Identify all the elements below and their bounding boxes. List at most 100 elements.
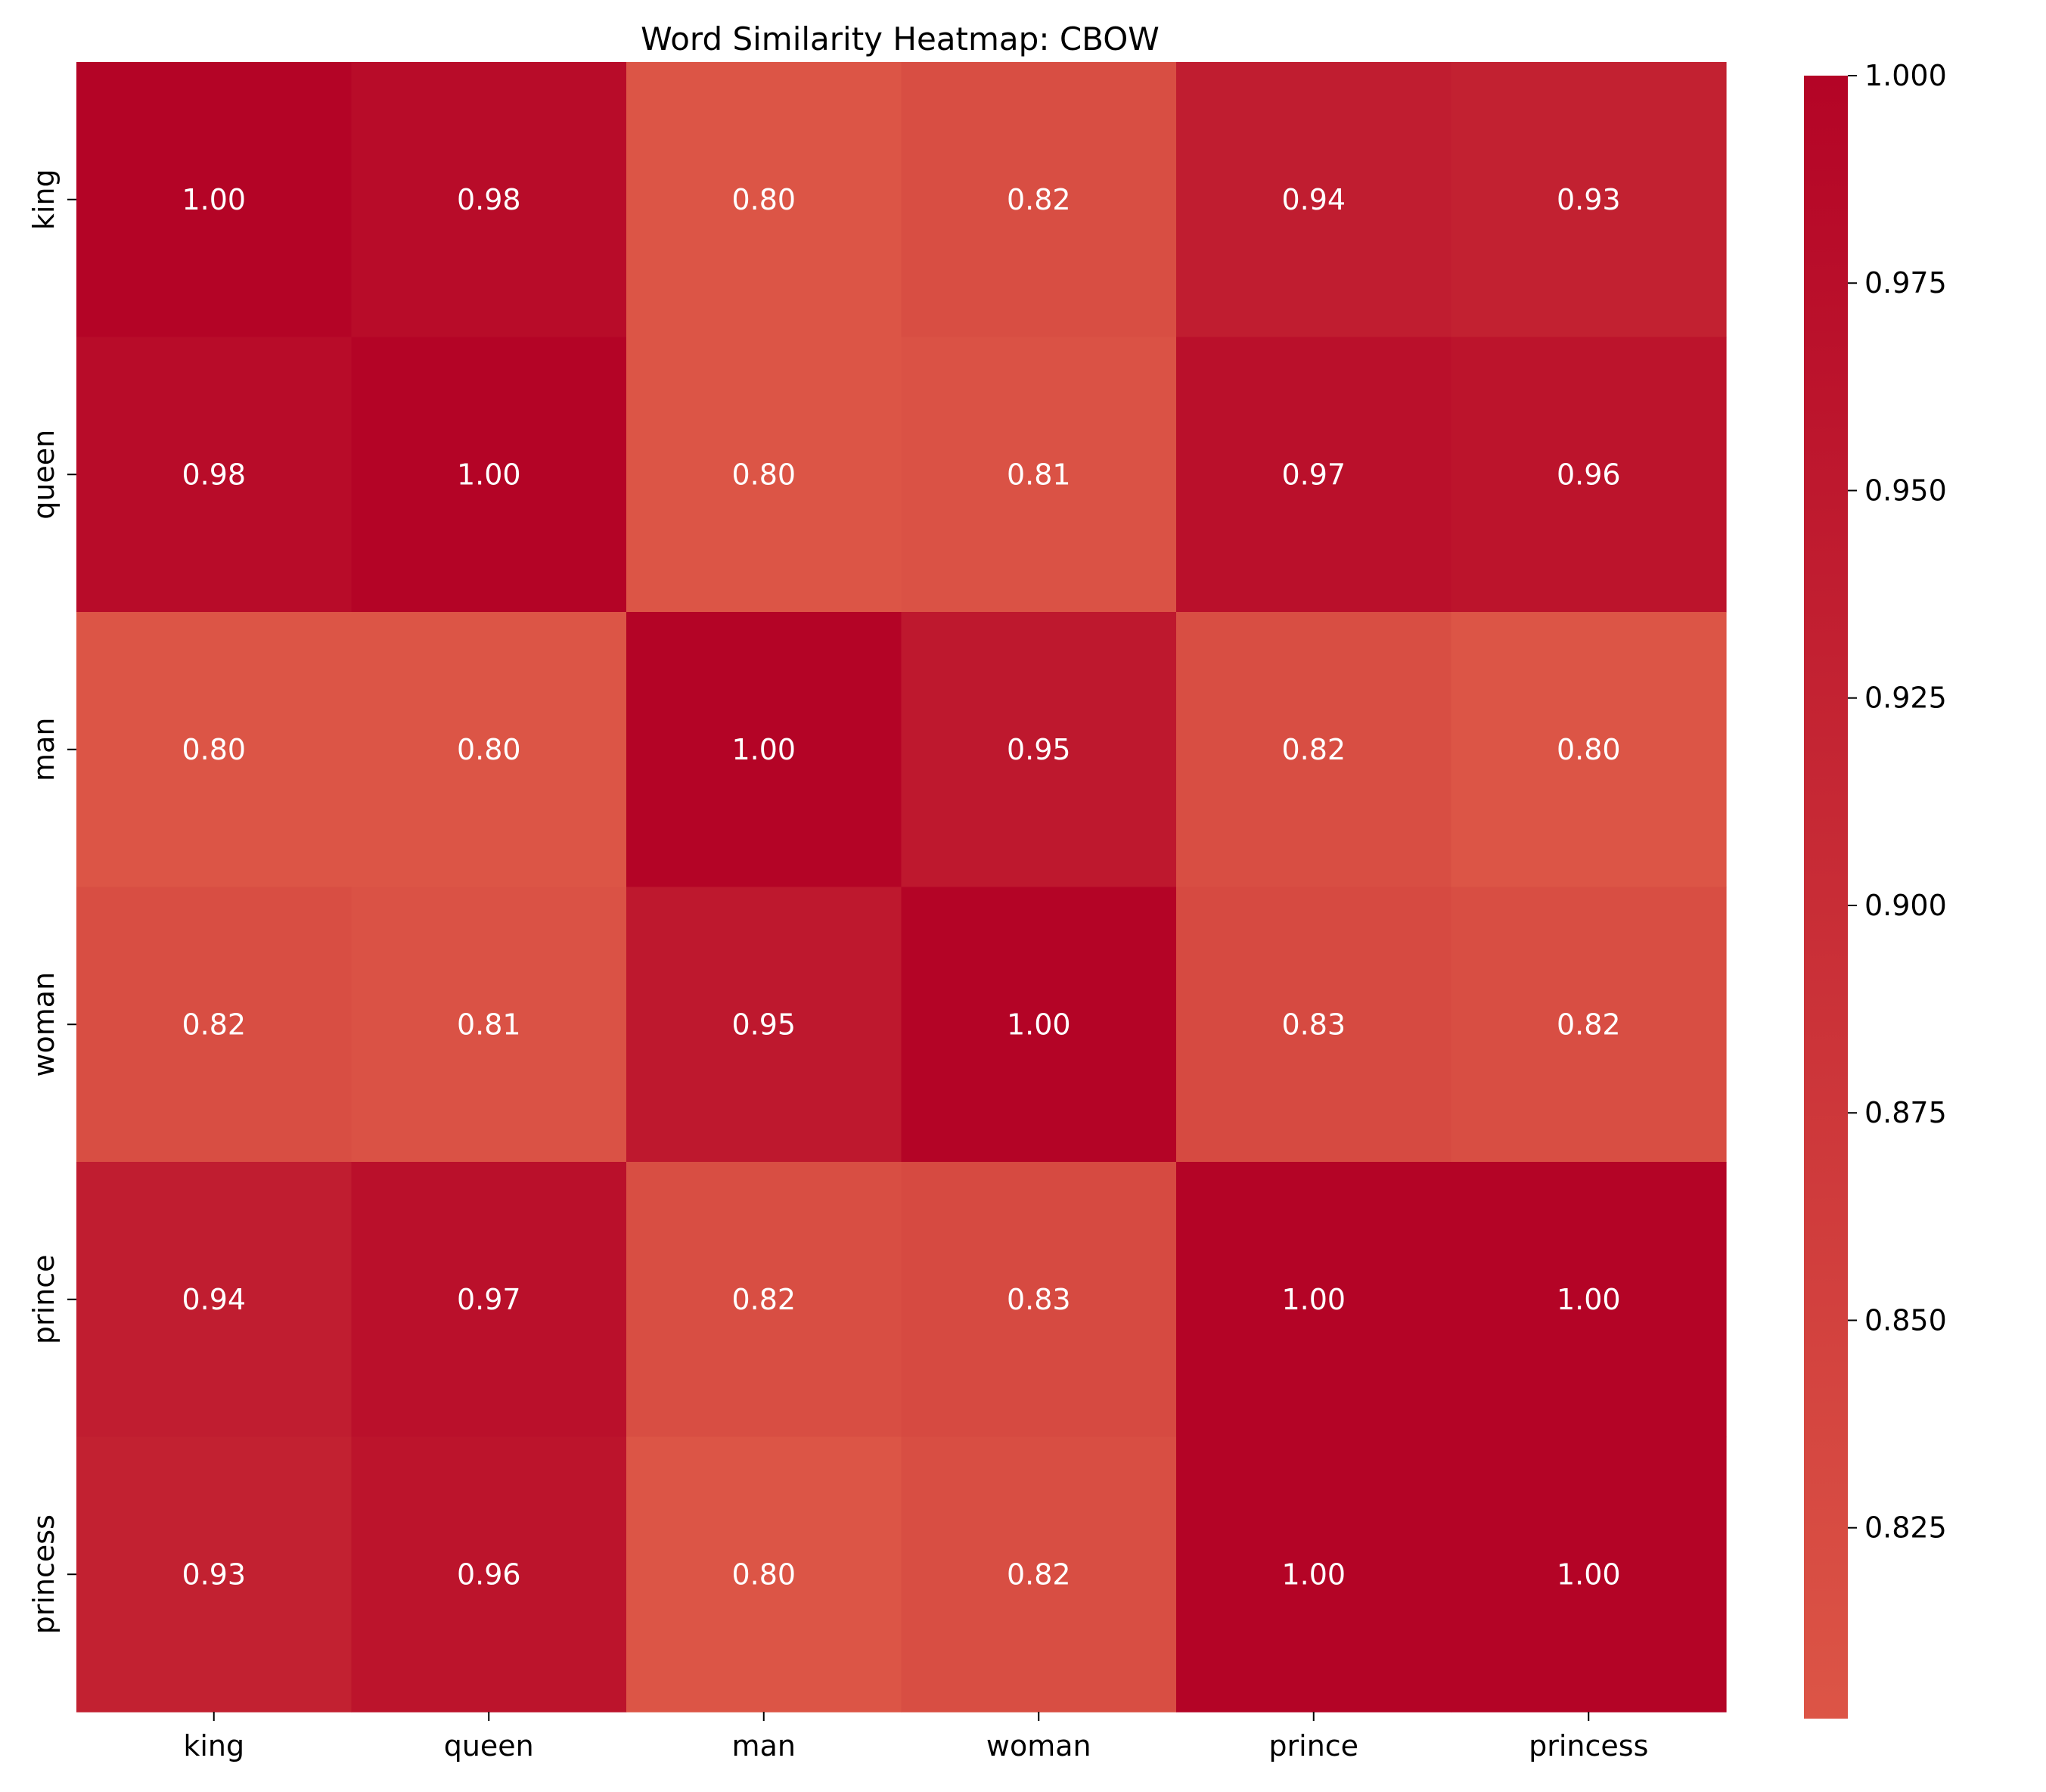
heatmap-cell-king-prince	[1176, 62, 1452, 338]
heatmap-cell-queen-woman	[901, 337, 1177, 613]
cell-value-label: 0.82	[731, 1283, 796, 1316]
heatmap-cell-woman-king	[76, 887, 352, 1163]
heatmap-cell-king-woman	[901, 62, 1177, 338]
colorbar-gradient	[1804, 76, 1848, 1719]
cell-value-label: 0.82	[1007, 1558, 1071, 1591]
cell-value-label: 0.83	[1007, 1283, 1071, 1316]
x-tick-label: man	[732, 1729, 796, 1762]
x-tick-label: prince	[1268, 1729, 1358, 1762]
cell-value-label: 0.80	[731, 458, 796, 491]
cell-value-label: 0.81	[457, 1008, 521, 1041]
cell-value-label: 1.00	[182, 183, 246, 216]
heatmap-cell-woman-man	[626, 887, 902, 1163]
heatmap-cell-queen-king	[76, 337, 352, 613]
colorbar-tick-label: 0.850	[1864, 1303, 1947, 1337]
heatmap-cell-man-princess	[1451, 612, 1727, 888]
colorbar-ticks: 0.825 0.850 0.875 0.900 0.925 0.950 0.975 1.000	[1848, 59, 1947, 1545]
heatmap-cells	[76, 62, 1727, 1713]
x-axis: king queen man woman prince princess	[183, 1712, 1648, 1762]
heatmap-cell-labels: 1.00 0.98 0.80 0.82 0.94 0.93 0.98 1.00 0.80 0.81…	[182, 183, 1620, 1592]
heatmap-cell-king-man	[626, 62, 902, 338]
cell-value-label: 0.95	[1007, 733, 1071, 766]
cell-value-label: 0.94	[1281, 183, 1346, 216]
cell-value-label: 0.95	[731, 1008, 796, 1041]
cell-value-label: 1.00	[457, 458, 521, 491]
heatmap-cell-princess-man	[626, 1436, 902, 1713]
colorbar: 0.825 0.850 0.875 0.900 0.925 0.950 0.975 1.000	[1804, 59, 1947, 1719]
heatmap-cell-woman-princess	[1451, 887, 1727, 1163]
cell-value-label: 1.00	[1557, 1283, 1621, 1316]
cell-value-label: 0.83	[1281, 1008, 1346, 1041]
heatmap-cell-king-king	[76, 62, 352, 338]
colorbar-tick-label: 0.925	[1864, 682, 1947, 715]
heatmap-cell-queen-prince	[1176, 337, 1452, 613]
y-tick-label: king	[27, 169, 61, 230]
x-tick-label: princess	[1529, 1729, 1648, 1762]
cell-value-label: 1.00	[1557, 1558, 1621, 1591]
heatmap-cell-prince-queen	[351, 1162, 627, 1438]
heatmap-cell-woman-queen	[351, 887, 627, 1163]
chart-title: Word Similarity Heatmap: CBOW	[641, 20, 1160, 57]
y-tick-label: woman	[27, 972, 61, 1077]
y-tick-label: prince	[27, 1254, 61, 1344]
heatmap-cell-princess-prince	[1176, 1436, 1452, 1713]
cell-value-label: 0.94	[182, 1283, 246, 1316]
cell-value-label: 1.00	[1281, 1283, 1346, 1316]
heatmap-cell-prince-man	[626, 1162, 902, 1438]
cell-value-label: 0.82	[1281, 733, 1346, 766]
heatmap-cell-princess-queen	[351, 1436, 627, 1713]
y-axis: king queen man woman prince princess	[27, 169, 76, 1634]
heatmap-cell-queen-man	[626, 337, 902, 613]
colorbar-tick-label: 0.950	[1864, 474, 1947, 507]
cell-value-label: 1.00	[1281, 1558, 1346, 1591]
cell-value-label: 0.93	[1557, 183, 1621, 216]
heatmap-cell-princess-king	[76, 1436, 352, 1713]
heatmap-cell-prince-king	[76, 1162, 352, 1438]
cell-value-label: 0.80	[731, 1558, 796, 1591]
heatmap-cell-prince-prince	[1176, 1162, 1452, 1438]
cell-value-label: 0.97	[1281, 458, 1346, 491]
cell-value-label: 0.82	[1557, 1008, 1621, 1041]
heatmap-cell-woman-woman	[901, 887, 1177, 1163]
heatmap-cell-king-princess	[1451, 62, 1727, 338]
cell-value-label: 0.82	[1007, 183, 1071, 216]
cell-value-label: 0.80	[457, 733, 521, 766]
x-tick-label: queen	[444, 1729, 534, 1762]
heatmap-cell-prince-princess	[1451, 1162, 1727, 1438]
y-tick-label: princess	[27, 1514, 61, 1634]
cell-value-label: 0.80	[1557, 733, 1621, 766]
x-tick-label: woman	[986, 1729, 1091, 1762]
heatmap-cell-man-queen	[351, 612, 627, 888]
heatmap-cell-man-king	[76, 612, 352, 888]
heatmap-cell-man-woman	[901, 612, 1177, 888]
y-tick-label: queen	[27, 430, 61, 520]
cell-value-label: 1.00	[731, 733, 796, 766]
cell-value-label: 0.81	[1007, 458, 1071, 491]
heatmap-cell-king-queen	[351, 62, 627, 338]
colorbar-tick-label: 0.900	[1864, 889, 1947, 922]
heatmap-cell-princess-princess	[1451, 1436, 1727, 1713]
heatmap-cell-prince-woman	[901, 1162, 1177, 1438]
x-tick-label: king	[183, 1729, 244, 1762]
heatmap-cell-man-man	[626, 612, 902, 888]
cell-value-label: 1.00	[1007, 1008, 1071, 1041]
heatmap-cell-queen-queen	[351, 337, 627, 613]
cell-value-label: 0.93	[182, 1558, 246, 1591]
cell-value-label: 0.98	[457, 183, 521, 216]
cell-value-label: 0.80	[731, 183, 796, 216]
colorbar-tick-label: 0.875	[1864, 1096, 1947, 1129]
cell-value-label: 0.97	[457, 1283, 521, 1316]
heatmap-cell-man-prince	[1176, 612, 1452, 888]
cell-value-label: 0.98	[182, 458, 246, 491]
colorbar-tick-label: 1.000	[1864, 59, 1947, 92]
colorbar-tick-label: 0.975	[1864, 266, 1947, 300]
y-tick-label: man	[27, 718, 61, 781]
heatmap-cell-woman-prince	[1176, 887, 1452, 1163]
heatmap-cell-queen-princess	[1451, 337, 1727, 613]
cell-value-label: 0.82	[182, 1008, 246, 1041]
heatmap-cell-princess-woman	[901, 1436, 1177, 1713]
cell-value-label: 0.96	[457, 1558, 521, 1591]
cell-value-label: 0.96	[1557, 458, 1621, 491]
colorbar-tick-label: 0.825	[1864, 1511, 1947, 1545]
